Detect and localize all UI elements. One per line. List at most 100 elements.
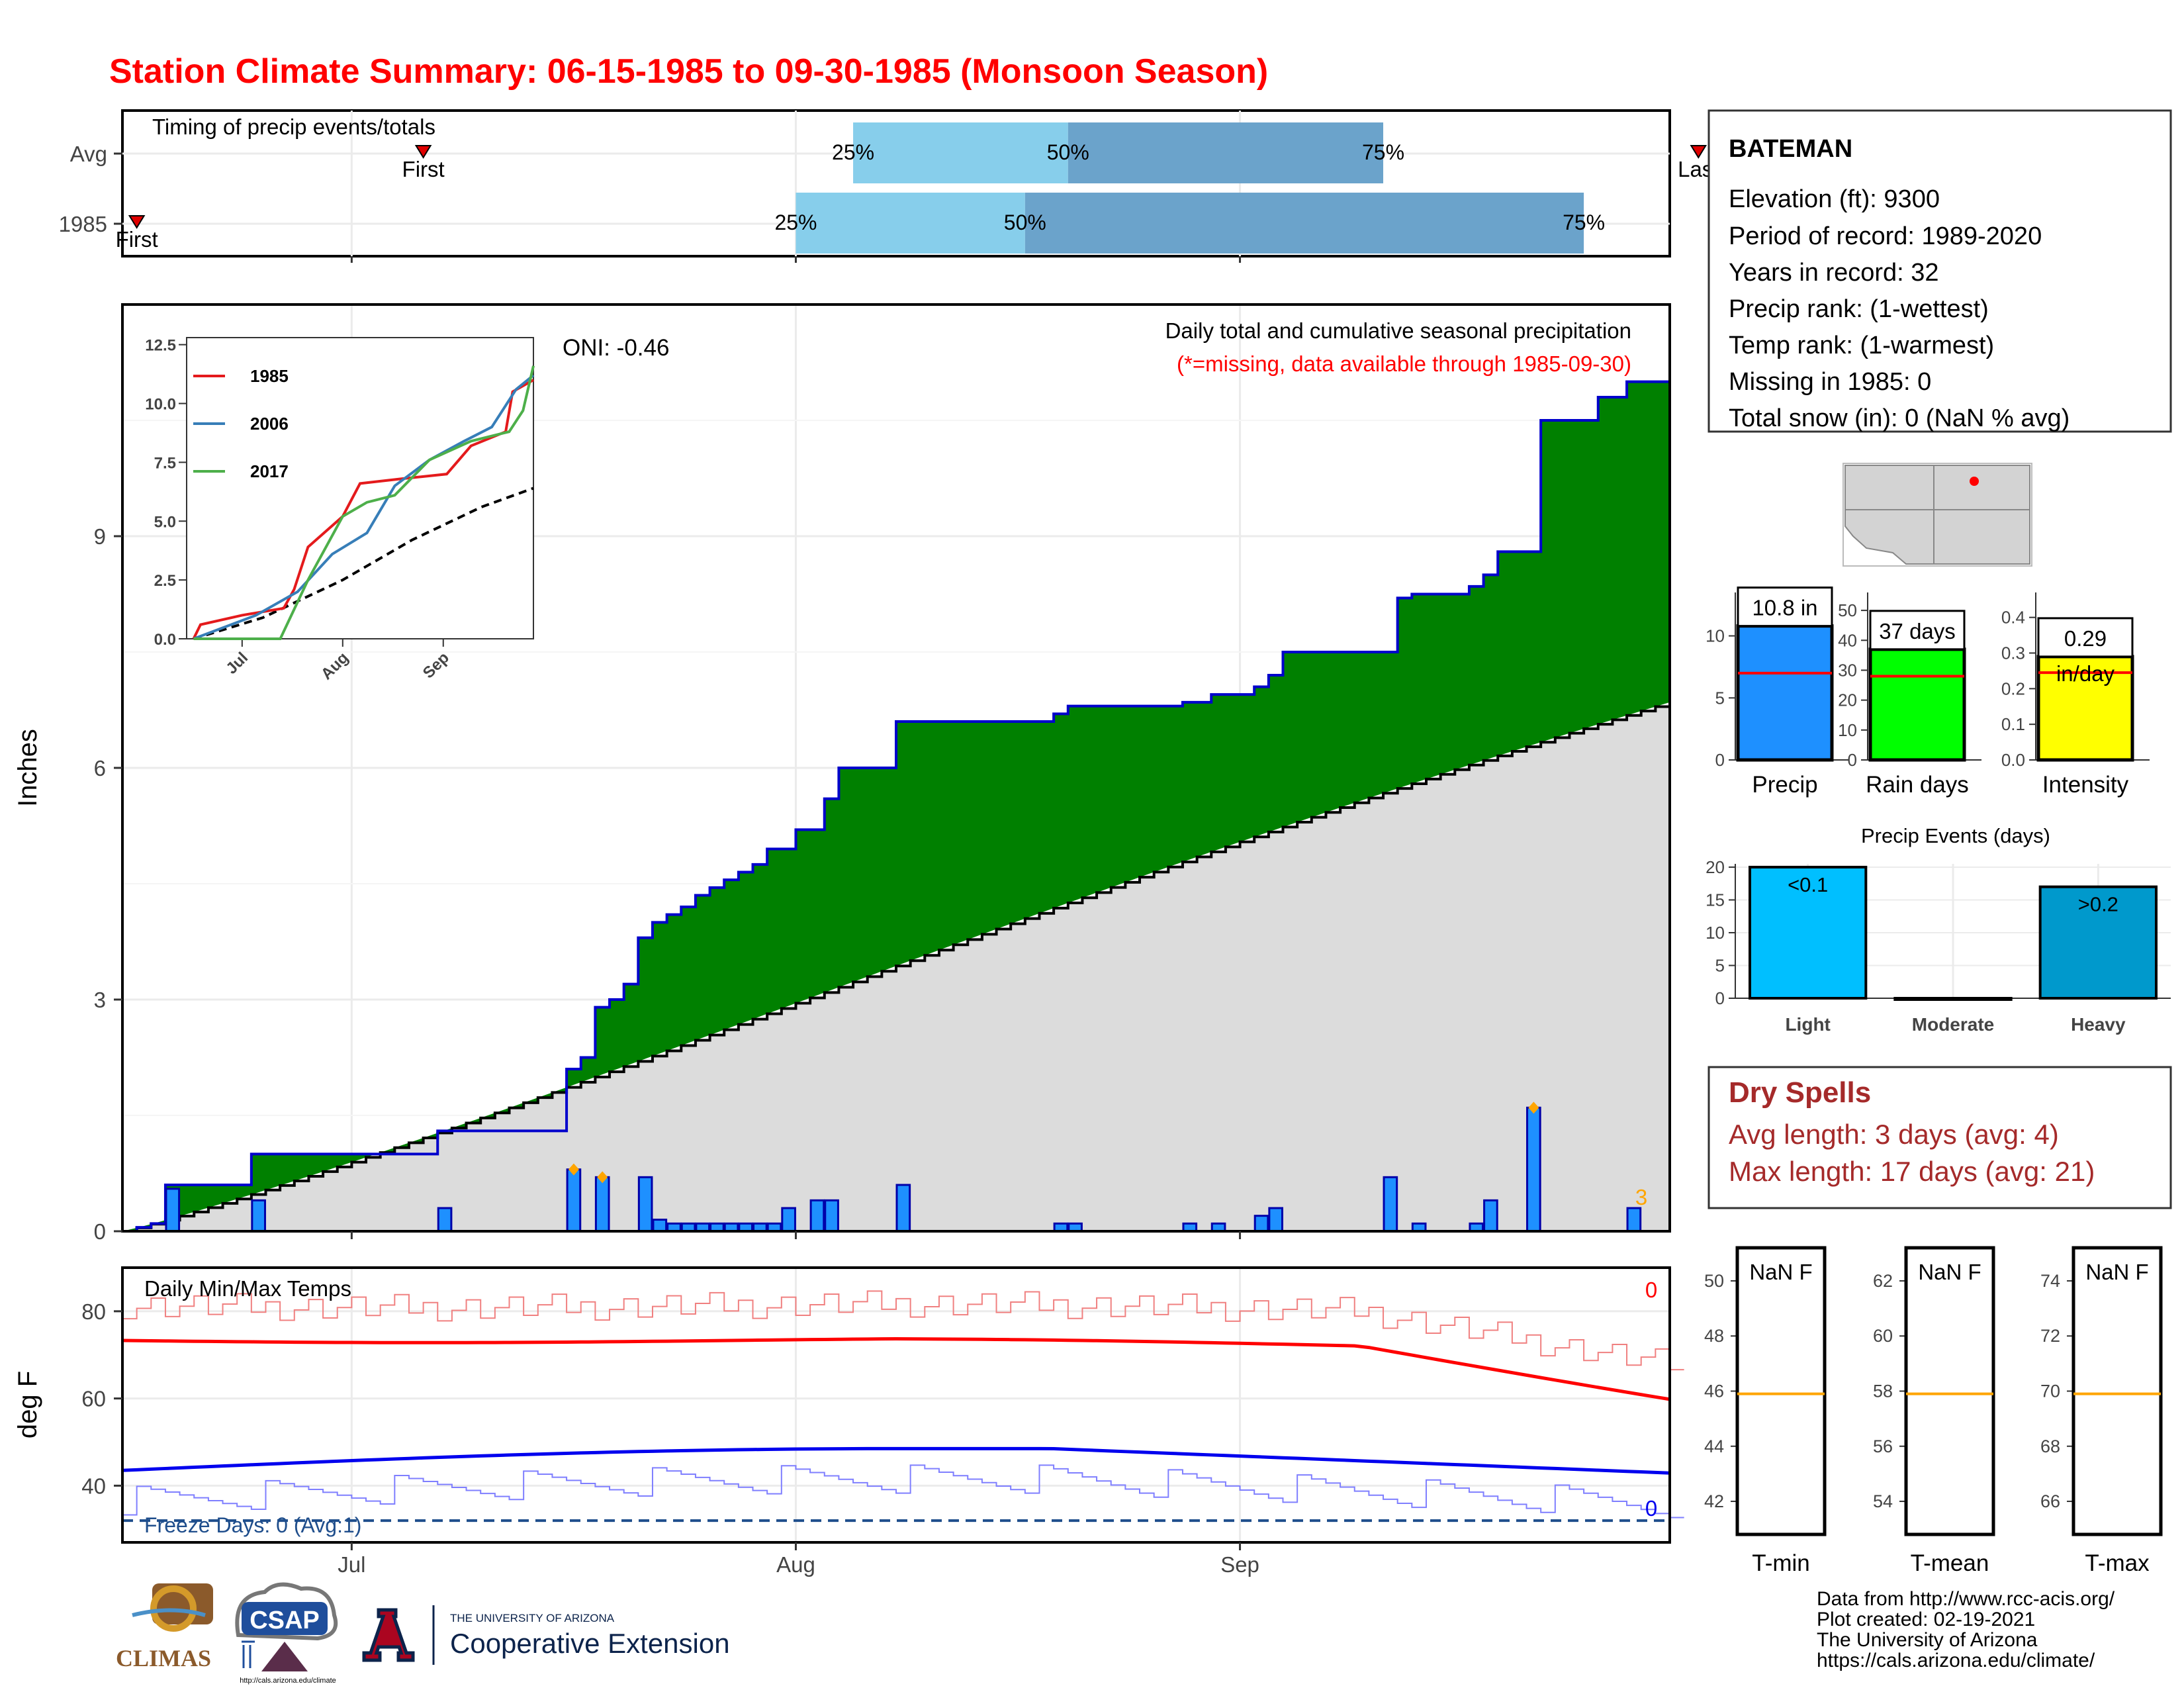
dry-spells-title: Dry Spells [1729, 1076, 1871, 1109]
cumulative-above-average-area [122, 381, 1670, 1231]
events-category-label: Light [1785, 1014, 1830, 1035]
temp-ytick-label: 60 [81, 1387, 106, 1411]
precip-chart-title: Daily total and cumulative seasonal prec… [1165, 318, 1631, 343]
timing-pct-label: 25% [832, 140, 874, 164]
precip-events-title: Precip Events (days) [1861, 824, 2050, 847]
temp-summary-bars: 42 44 46 48 50 NaN F T-min 54 56 58 60 62 NaN F T-mea… [1704, 1246, 2163, 1576]
temp-summary-ytick-label: 68 [2040, 1436, 2060, 1456]
precip-chart-subtitle: (*=missing, data available through 1985-… [1177, 352, 1631, 376]
summary-ytick-label: 5 [1715, 688, 1725, 708]
temp-summary-ytick-label: 42 [1704, 1491, 1724, 1511]
temp-panel: 40 60 80 deg F Daily Min/Max Temps Freeze … [13, 1266, 1684, 1550]
temp-summary-value-label: NaN F [1749, 1260, 1812, 1284]
month-tick-label: Jul [338, 1552, 365, 1577]
precip-ytick-label: 6 [94, 756, 106, 780]
daily-precip-bar [895, 1184, 911, 1233]
station-name: BATEMAN [1729, 135, 1852, 163]
timing-panel-label: Timing of precip events/totals [152, 115, 435, 139]
temp-summary-value-label: NaN F [1918, 1260, 1981, 1284]
summary-ytick-label: 20 [1838, 690, 1857, 710]
average-cumulative-line [122, 702, 1671, 1233]
station-line-7: Total snow (in): 0 (NaN % avg) [1729, 404, 2070, 432]
summary-ytick-label: 0 [1848, 750, 1857, 770]
temp-chart-title: Daily Min/Max Temps [144, 1276, 351, 1301]
timing-first-label: First [402, 157, 445, 181]
footer-line-4: https://cals.arizona.edu/climate/ [1817, 1650, 2095, 1671]
timing-bar-lower [796, 193, 1025, 254]
precip-panel: 0 3 6 9 Inches Daily total and cumulative s… [13, 303, 1671, 1244]
timing-row-label-avg: Avg [70, 142, 107, 166]
daily-max-temp-line [122, 1290, 1684, 1371]
temp-summary-panel-label: T-mean [1911, 1550, 1989, 1576]
summary-ytick-label: 0.1 [2001, 714, 2025, 734]
daily-precip-bar [566, 1168, 582, 1233]
daily-precip-bar [1483, 1199, 1498, 1233]
summary-value-label: 10.8 in [1752, 596, 1817, 620]
daily-precip-bar [1253, 1215, 1269, 1233]
summary-ytick-label: 0.0 [2001, 750, 2025, 770]
precip-ytick-label: 9 [94, 524, 106, 549]
events-category-label: Moderate [1912, 1014, 1994, 1035]
oni-label: ONI: -0.46 [563, 335, 669, 361]
inset-ytick-label: 12.5 [145, 337, 176, 355]
dry-spells-max: Max length: 17 days (avg: 21) [1729, 1156, 2095, 1187]
timing-pct-label: 75% [1362, 140, 1404, 164]
daily-precip-bar [809, 1199, 825, 1233]
footer-line-2: Plot created: 02-19-2021 [1817, 1609, 2035, 1630]
temp-summary-panel-label: T-max [2085, 1550, 2150, 1576]
daily-precip-bar [1526, 1106, 1541, 1233]
summary-panel-rain-days: 0 10 20 30 40 50 37 days Rain days [1838, 592, 1981, 798]
dry-spells-avg: Avg length: 3 days (avg: 4) [1729, 1119, 2059, 1150]
events-ytick-label: 20 [1706, 857, 1725, 877]
daily-precip-flag [1528, 1102, 1539, 1114]
timing-pct-label: 50% [1004, 211, 1046, 234]
daily-precip-bar [1383, 1176, 1398, 1233]
summary-panel-intensity: 0.0 0.1 0.2 0.3 0.4 0.29 in/day Intensity [2001, 592, 2150, 798]
timing-first-label: First [116, 227, 158, 252]
station-location-marker [1970, 477, 1979, 486]
month-tick-label: Aug [776, 1552, 815, 1577]
inset-legend-label: 2006 [250, 414, 289, 434]
daily-precip-bar [165, 1188, 181, 1233]
summary-ytick-label: 10 [1838, 720, 1857, 740]
temp-summary-ytick-label: 58 [1873, 1382, 1893, 1401]
temp-summary-ytick-label: 74 [2040, 1271, 2060, 1291]
timing-row-label-year: 1985 [59, 212, 107, 236]
summary-ytick-label: 10 [1706, 626, 1725, 646]
marker-count-label: 3 [1635, 1185, 1647, 1209]
observed-cumulative-line [122, 380, 1670, 1233]
inset-ytick-label: 10.0 [145, 396, 176, 414]
summary-ytick-label: 40 [1838, 630, 1857, 650]
ua-logo: THE UNIVERSITY OF ARIZONA Cooperative Ex… [362, 1605, 730, 1665]
inset-ytick-label: 2.5 [154, 572, 176, 590]
station-line-1: Elevation (ft): 9300 [1729, 185, 1940, 213]
temp-summary-ytick-label: 54 [1873, 1491, 1893, 1511]
summary-ytick-label: 30 [1838, 660, 1857, 680]
station-line-3: Years in record: 32 [1729, 259, 1939, 287]
summary-value-label: in/day [2056, 661, 2115, 686]
summary-ytick-label: 50 [1838, 600, 1857, 620]
events-ytick-label: 15 [1706, 890, 1725, 910]
inset-legend-label: 1985 [250, 366, 289, 386]
events-bar-label: <0.1 [1788, 873, 1828, 896]
min-count-label: 0 [1645, 1496, 1657, 1521]
daily-precip-bar [781, 1207, 796, 1233]
summary-value-box [2037, 617, 2134, 658]
temp-ytick-label: 40 [81, 1474, 106, 1498]
temp-summary-ytick-label: 60 [1873, 1326, 1893, 1346]
events-bar [2038, 885, 2158, 1000]
temp-summary-box [1735, 1246, 1827, 1536]
locator-map [1843, 463, 2032, 567]
inset-legend-label: 2017 [250, 461, 289, 481]
csap-url: http://cals.arizona.edu/climate [240, 1677, 336, 1685]
temp-summary-t-min: 42 44 46 48 50 NaN F T-min [1704, 1246, 1827, 1576]
daily-precip-bar [251, 1199, 266, 1233]
daily-precip-flag [568, 1163, 579, 1176]
station-info-box: BATEMAN Elevation (ft): 9300 Period of r… [1707, 109, 2172, 433]
dry-spells-box: Dry Spells Avg length: 3 days (avg: 4) M… [1707, 1066, 2172, 1209]
climas-wordmark: CLIMAS [116, 1645, 211, 1671]
timing-bar-upper [1024, 193, 1584, 254]
